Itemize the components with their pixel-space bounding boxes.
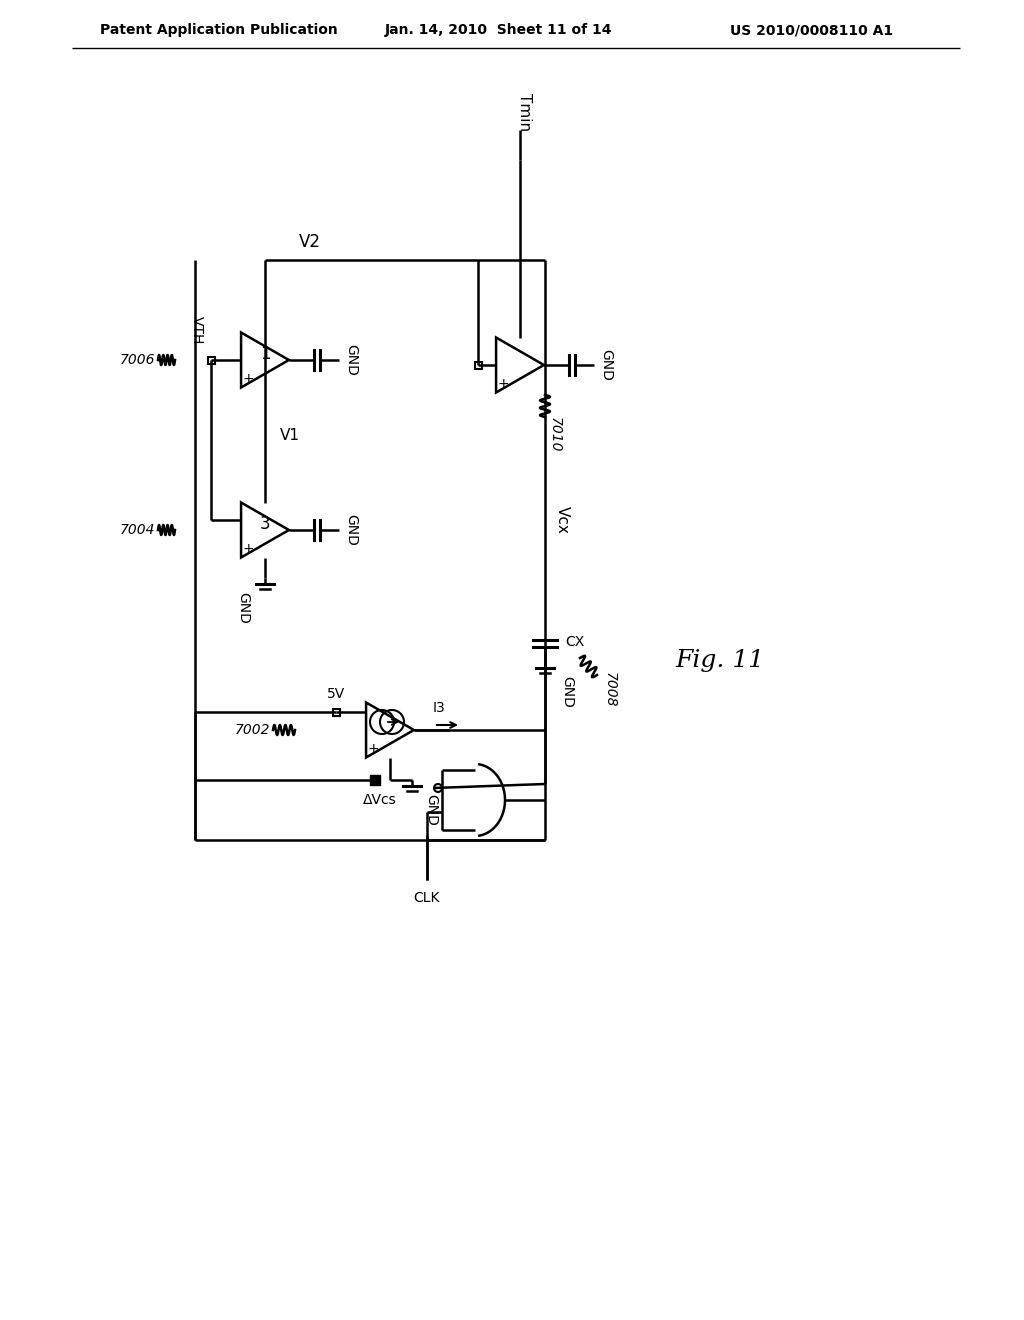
Text: V2: V2 [299,234,321,251]
Text: GND: GND [344,513,358,546]
Text: ΔVcs: ΔVcs [364,792,397,807]
Text: GND: GND [424,793,438,825]
Bar [474,362,481,368]
Text: 7010: 7010 [548,417,562,453]
Text: I3: I3 [432,701,445,715]
Text: 7002: 7002 [234,723,270,737]
Text: 7006: 7006 [120,352,155,367]
Text: 1: 1 [260,345,270,363]
Text: +: + [368,742,379,756]
Text: Fig. 11: Fig. 11 [676,648,765,672]
Text: US 2010/0008110 A1: US 2010/0008110 A1 [730,22,893,37]
Text: 7004: 7004 [120,523,155,537]
Text: GND: GND [560,676,574,708]
Text: 5V: 5V [327,686,345,701]
Text: Patent Application Publication: Patent Application Publication [100,22,338,37]
Text: CX: CX [565,635,585,649]
Text: CLK: CLK [414,891,440,906]
Text: GND: GND [344,345,358,376]
Text: Vcx: Vcx [555,506,570,533]
Bar [333,709,340,715]
Text: +: + [498,378,509,391]
Text: VTH: VTH [190,315,204,345]
Text: 7008: 7008 [603,672,617,708]
Text: GND: GND [236,591,250,623]
Text: +: + [243,543,254,556]
Text: 3: 3 [260,515,270,533]
Text: Tmin: Tmin [517,92,532,131]
Bar [370,775,380,784]
Text: V1: V1 [280,428,300,442]
Bar [208,356,215,363]
Text: GND: GND [599,348,613,381]
Text: +: + [243,372,254,387]
Text: Jan. 14, 2010  Sheet 11 of 14: Jan. 14, 2010 Sheet 11 of 14 [385,22,612,37]
